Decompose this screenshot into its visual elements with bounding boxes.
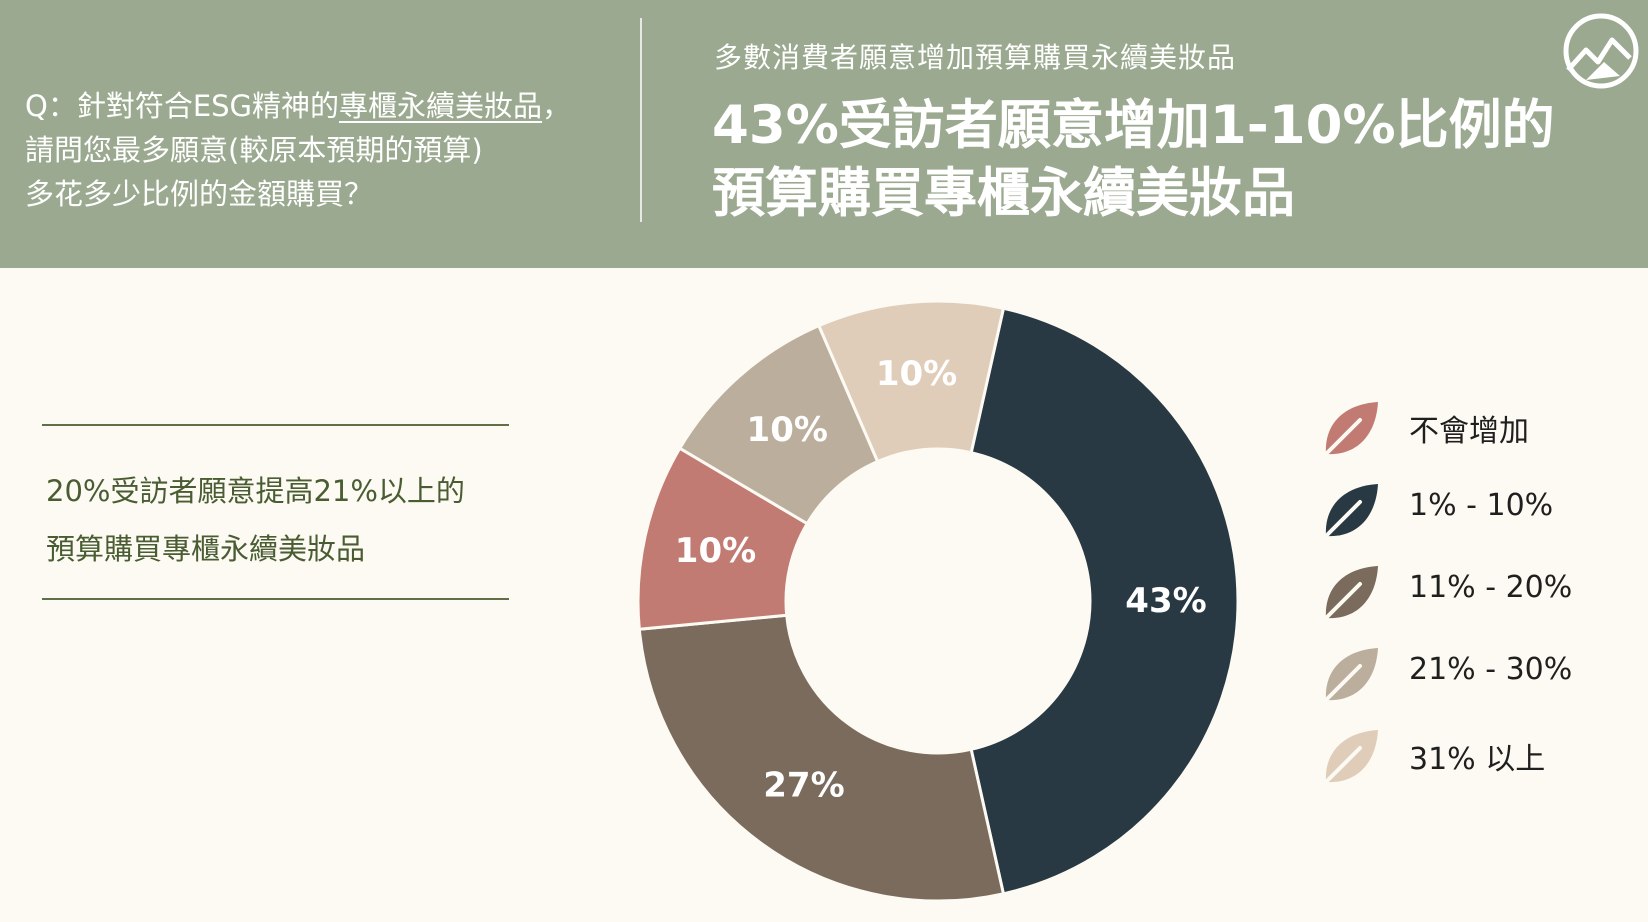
data-label-21-30: 10% xyxy=(747,410,828,450)
legend-item-1-10: 1% - 10% xyxy=(1318,480,1618,544)
leaf-icon xyxy=(1318,484,1378,544)
brand-logo-icon xyxy=(1563,13,1639,89)
callout-line-2: 預算購買專櫃永續美妝品 xyxy=(46,532,366,566)
slice-1-10 xyxy=(969,306,1240,896)
data-label-11-20: 27% xyxy=(763,765,844,805)
question-emphasis: 專櫃永續美妝品 xyxy=(339,89,543,123)
question-line-3: 多花多少比例的金額購買？ xyxy=(25,177,374,211)
legend-label: 21% - 30% xyxy=(1409,652,1573,687)
leaf-icon xyxy=(1318,402,1378,462)
title-line-2: 預算購買專櫃永續美妝品 xyxy=(712,163,1295,224)
legend-label: 1% - 10% xyxy=(1409,488,1554,523)
legend-item-no-increase: 不會增加 xyxy=(1318,398,1618,462)
question-suffix: ， xyxy=(542,89,572,123)
legend-label: 11% - 20% xyxy=(1409,570,1573,605)
slice-31-plus xyxy=(816,299,1006,464)
legend-item-31-plus: 31% 以上 xyxy=(1318,726,1618,790)
callout-line-1: 20%受訪者願意提高21%以上的 xyxy=(46,474,465,508)
legend-label: 31% 以上 xyxy=(1409,742,1546,777)
callout-text: 20%受訪者願意提高21%以上的 預算購買專櫃永續美妝品 xyxy=(46,462,516,578)
callout-bottom-rule xyxy=(42,598,509,600)
legend-item-21-30: 21% - 30% xyxy=(1318,644,1618,708)
question-prefix: Q：針對符合ESG精神的 xyxy=(25,89,340,123)
legend-item-11-20: 11% - 20% xyxy=(1318,562,1618,626)
donut-chart: 43% 27% 10% 10% 10% xyxy=(636,299,1240,903)
header-banner: Q：針對符合ESG精神的專櫃永續美妝品， 請問您最多願意(較原本預期的預算) 多… xyxy=(0,0,1648,268)
page-subtitle: 多數消費者願意增加預算購買永續美妝品 xyxy=(714,41,1237,74)
page-title: 43%受訪者願意增加1-10%比例的 預算購買專櫃永續美妝品 xyxy=(712,92,1612,228)
leaf-icon xyxy=(1318,648,1378,708)
legend-label: 不會增加 xyxy=(1409,414,1529,449)
survey-question: Q：針對符合ESG精神的專櫃永續美妝品， 請問您最多願意(較原本預期的預算) 多… xyxy=(25,84,625,216)
header-divider xyxy=(640,18,642,222)
data-label-no-increase: 10% xyxy=(675,531,756,571)
leaf-icon xyxy=(1318,730,1378,790)
slice-11-20 xyxy=(637,613,1006,903)
callout-top-rule xyxy=(42,424,509,426)
data-label-31-plus: 10% xyxy=(876,354,957,394)
data-label-1-10: 43% xyxy=(1125,581,1206,621)
leaf-icon xyxy=(1318,566,1378,626)
title-line-1: 43%受訪者願意增加1-10%比例的 xyxy=(712,95,1555,156)
question-line-2: 請問您最多願意(較原本預期的預算) xyxy=(25,133,483,167)
